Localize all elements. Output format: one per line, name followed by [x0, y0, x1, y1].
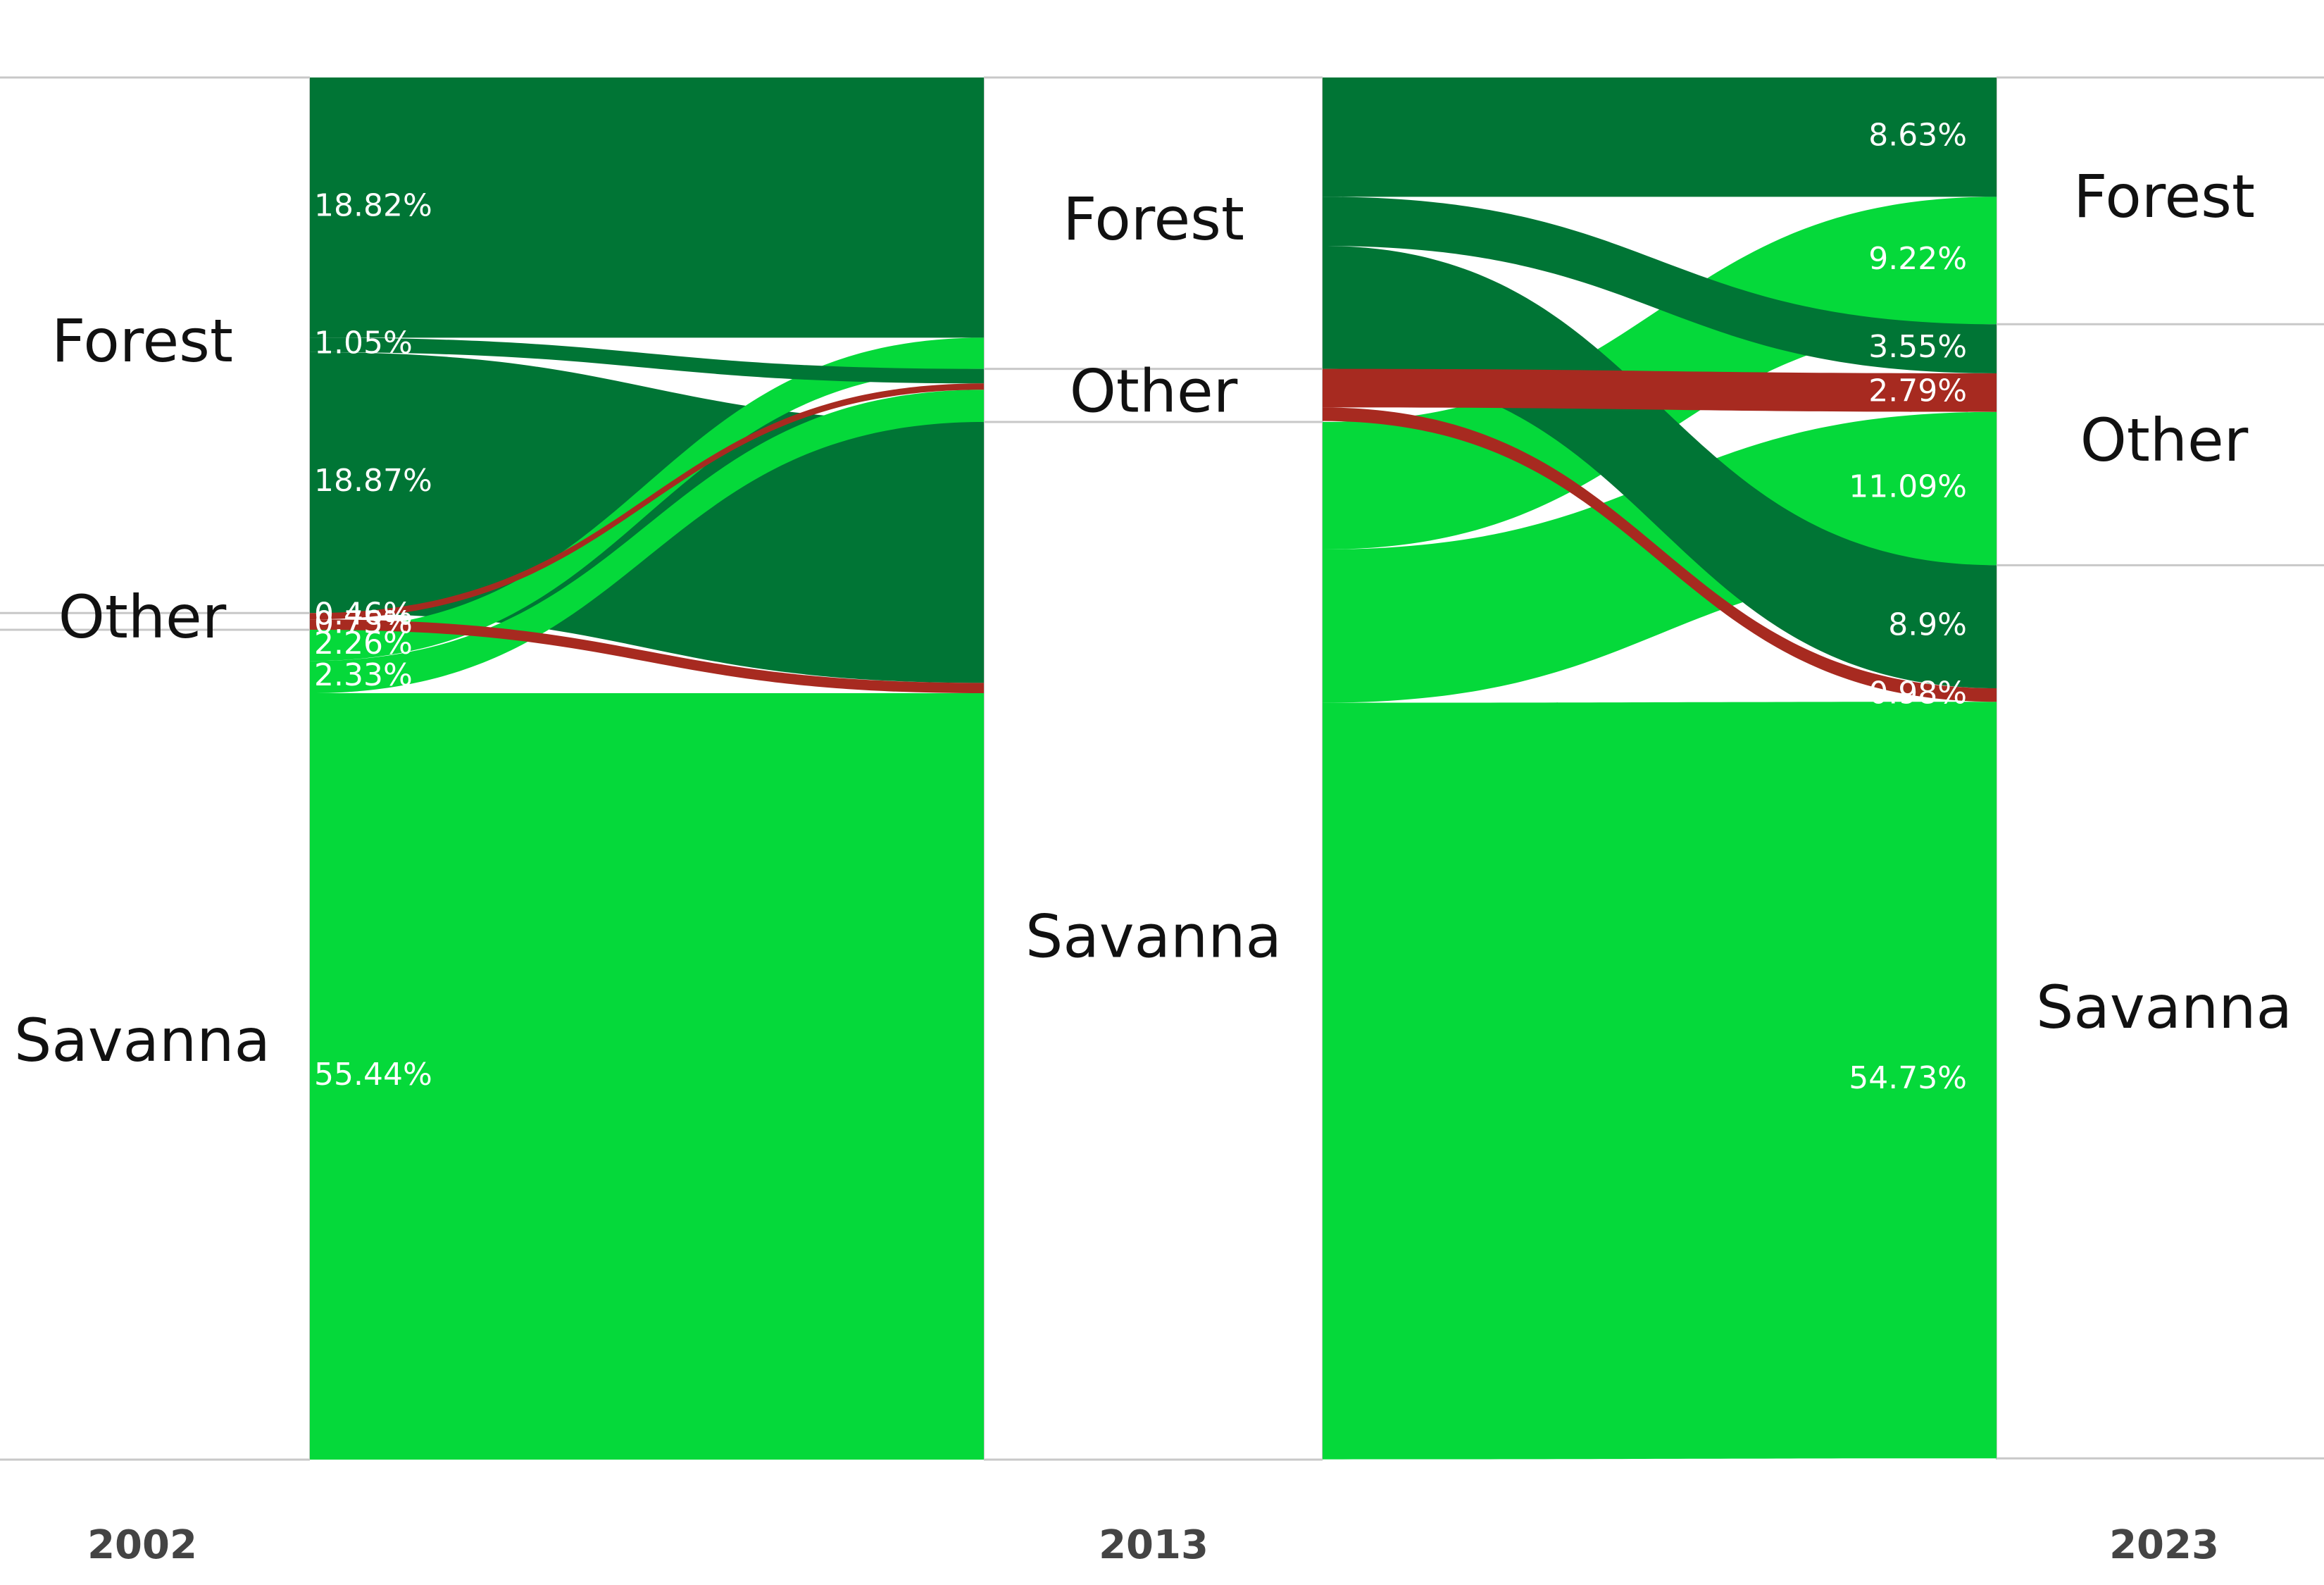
flow-value-label: 2.79% — [1868, 373, 1967, 409]
flow-value-label: 2.26% — [314, 626, 413, 661]
flow-band-forest-to-forest-2002-2013 — [310, 77, 984, 338]
category-labels: Forest Other Savanna Forest Other Savanna Fore… — [14, 162, 2292, 1075]
node-label-other-2002: Other — [58, 583, 227, 652]
flow-value-label: 18.82% — [314, 188, 432, 224]
flow-value-label: 54.73% — [1849, 1060, 1967, 1096]
flow-value-label: 11.09% — [1849, 469, 1967, 505]
flow-value-label: 0.98% — [1868, 676, 1967, 711]
year-label-2013: 2013 — [1099, 1522, 1208, 1568]
flow-value-labels: 18.82% 1.05% 18.87% 0.46%0.75%2.26%2.33% 55.… — [314, 118, 1967, 1097]
flow-band-other-to-savanna-2002-2013 — [310, 619, 984, 694]
flow-band-other-to-other-2013-2023 — [1323, 368, 1997, 412]
flow-value-label: 8.9% — [1888, 607, 1967, 643]
flow-bands — [310, 77, 1997, 1460]
node-label-other-2023: Other — [2080, 406, 2249, 475]
node-label-savanna-2023: Savanna — [2036, 973, 2292, 1042]
node-label-forest-2023: Forest — [2073, 162, 2255, 231]
year-labels: 2002 2013 2023 — [87, 1522, 2219, 1568]
flow-value-label: 8.63% — [1868, 118, 1967, 154]
flow-value-label: 2.33% — [314, 657, 413, 693]
flow-band-other-to-other-2002-2013 — [310, 383, 984, 620]
flow-band-savanna-to-savanna-2013-2023 — [1323, 702, 1997, 1460]
flow-value-label: 0.75% — [314, 605, 413, 641]
flow-value-label: 1.05% — [314, 325, 413, 361]
flow-band-forest-to-other-2013-2023 — [1323, 197, 1997, 373]
flow-band-other-to-savanna-2013-2023 — [1323, 407, 1997, 702]
node-label-savanna-2002: Savanna — [14, 1006, 270, 1075]
flow-band-savanna-to-savanna-2002-2013 — [310, 693, 984, 1460]
year-label-2023: 2023 — [2109, 1522, 2219, 1568]
node-label-forest-2013: Forest — [1063, 185, 1244, 254]
flow-value-label: 18.87% — [314, 463, 432, 499]
flow-value-label: 55.44% — [314, 1057, 432, 1093]
flow-value-label: 0.46% — [314, 597, 413, 633]
year-label-2002: 2002 — [87, 1522, 197, 1568]
node-label-other-2013: Other — [1070, 356, 1238, 425]
flow-band-forest-to-forest-2013-2023 — [1323, 77, 1997, 197]
node-label-savanna-2013: Savanna — [1025, 902, 1282, 971]
flow-band-savanna-to-other-2002-2013 — [310, 390, 984, 694]
flow-value-label: 3.55% — [1868, 329, 1967, 365]
flow-band-forest-to-other-2002-2013 — [310, 337, 984, 384]
flow-band-forest-to-savanna-2013-2023 — [1323, 246, 1997, 688]
node-label-forest-2002: Forest — [51, 306, 233, 375]
flow-value-label: 9.22% — [1868, 241, 1967, 277]
